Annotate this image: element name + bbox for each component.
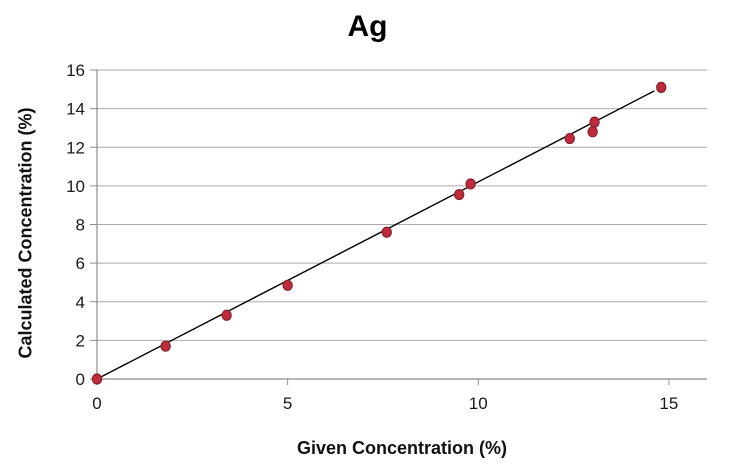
data-point <box>91 373 103 385</box>
y-tick-label: 10 <box>66 177 85 196</box>
y-tick-label: 8 <box>76 216 85 235</box>
data-point <box>453 188 465 201</box>
y-tick-label: 6 <box>76 254 85 273</box>
y-tick-label: 0 <box>76 370 85 389</box>
x-tick-label: 5 <box>283 394 292 413</box>
data-point <box>381 226 392 238</box>
trendline <box>96 90 655 380</box>
chart-title: Ag <box>347 10 388 43</box>
y-tick-label: 16 <box>66 61 85 80</box>
data-point <box>564 132 575 145</box>
y-tick-label: 14 <box>66 100 85 119</box>
data-point <box>221 309 232 321</box>
data-point <box>589 116 600 128</box>
data-point <box>160 340 171 352</box>
data-point <box>465 178 476 190</box>
data-point <box>587 126 598 138</box>
x-tick-label: 10 <box>469 394 488 413</box>
y-tick-label: 12 <box>66 138 85 157</box>
x-axis-title: Given Concentration (%) <box>296 438 507 458</box>
y-tick-label: 4 <box>76 293 85 312</box>
data-point <box>656 81 667 93</box>
x-tick-label: 15 <box>659 394 678 413</box>
data-point <box>282 279 293 291</box>
x-tick-label: 0 <box>92 394 101 413</box>
y-tick-label: 2 <box>76 331 85 350</box>
